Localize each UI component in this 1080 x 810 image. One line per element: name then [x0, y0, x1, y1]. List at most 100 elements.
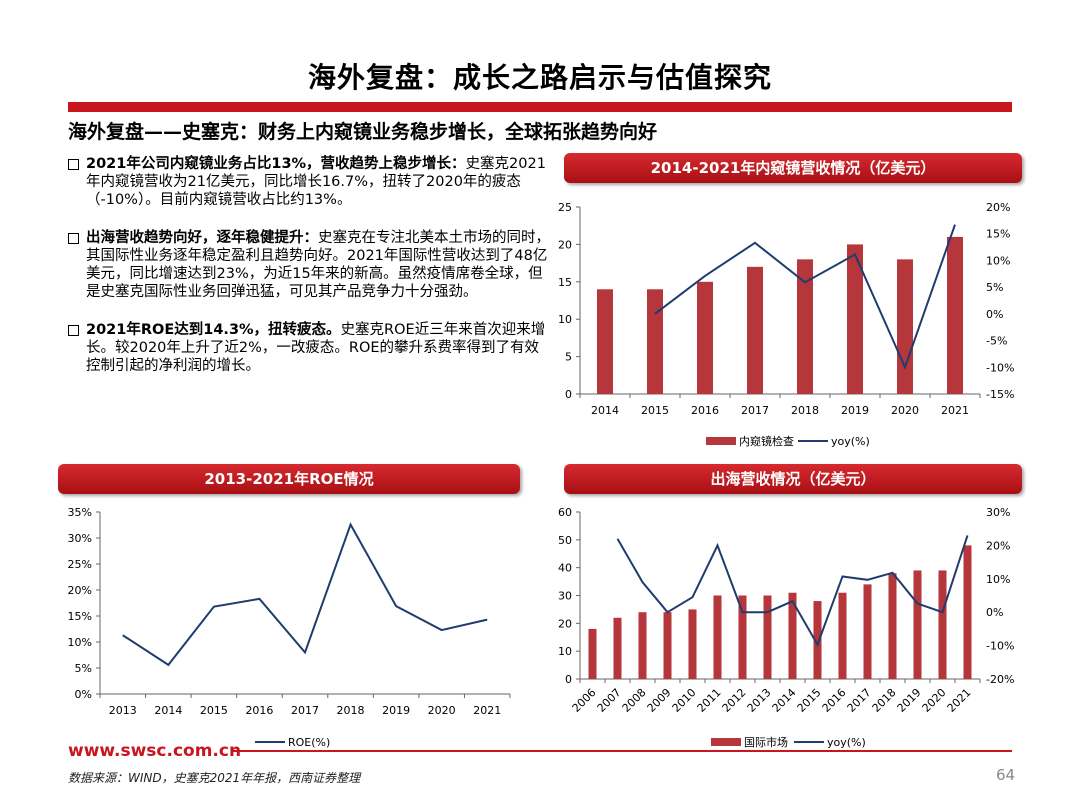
x-tick-label: 2007	[595, 686, 624, 715]
x-tick-label: 2020	[891, 404, 919, 417]
y-tick-label: 20%	[68, 584, 92, 597]
bar	[847, 244, 863, 394]
y2-tick-label: 15%	[986, 228, 1010, 241]
overseas-chart-header: 出海营收情况（亿美元）	[564, 464, 1022, 494]
bar	[638, 612, 647, 679]
bullet-item: 2021年公司内窥镜业务占比13%，营收趋势上稳步增长：史塞克2021年内窥镜营…	[68, 155, 550, 209]
y-tick-label: 30%	[68, 532, 92, 545]
bar	[747, 266, 763, 394]
bar	[913, 570, 922, 679]
x-tick-label: 2013	[745, 686, 774, 715]
x-tick-label: 2017	[741, 404, 769, 417]
y-tick-label: 0%	[75, 688, 92, 701]
title-divider	[68, 102, 1012, 112]
bar	[697, 281, 713, 394]
roe-chart: 0% 5% 10% 15% 20% 25% 30% 35% 2013 2014 2015 2016 20…	[68, 506, 511, 749]
y2-tick-label: 10%	[986, 573, 1010, 586]
bullet-item: 出海营收趋势向好，逐年稳健提升：史塞克在专注北美本土市场的同时，其国际性业务逐年…	[68, 229, 550, 301]
bar	[888, 573, 897, 679]
bar	[897, 259, 913, 394]
x-tick-label: 2016	[691, 404, 719, 417]
x-tick-label: 2016	[820, 686, 849, 715]
series-line	[654, 224, 956, 370]
y-tick-label: 0	[565, 388, 572, 401]
y2-tick-label: 20%	[986, 539, 1010, 552]
x-tick-label: 2016	[245, 704, 273, 717]
bar	[788, 592, 797, 679]
y2-tick-label: -15%	[986, 388, 1014, 401]
y2-tick-label: 20%	[986, 201, 1010, 214]
bar	[797, 259, 813, 394]
page-subtitle: 海外复盘——史塞克：财务上内窥镜业务稳步增长，全球拓张趋势向好	[68, 121, 658, 143]
legend-label: ROE(%)	[288, 736, 330, 749]
y-tick-label: 10%	[68, 636, 92, 649]
bar	[713, 595, 722, 679]
bar	[838, 592, 847, 679]
x-tick-label: 2020	[428, 704, 456, 717]
x-tick-label: 2021	[945, 686, 974, 715]
y-tick-label: 30	[558, 590, 572, 603]
legend-label: 内窥镜检查	[739, 434, 794, 448]
series-line	[122, 522, 488, 667]
y2-tick-label: -20%	[986, 673, 1014, 686]
y2-tick-label: 0%	[986, 606, 1003, 619]
x-tick-label: 2017	[291, 704, 319, 717]
bullet-text: 史塞克ROE近三年来首次迎来增长。较2020年上升了近2%，一改疲态。ROE的攀…	[86, 322, 546, 374]
y2-tick-label: 30%	[986, 506, 1010, 519]
y2-tick-label: 0%	[986, 308, 1003, 321]
y-tick-label: 25	[558, 201, 572, 214]
bar	[688, 609, 697, 679]
bar	[963, 545, 972, 679]
legend-bar-swatch	[706, 437, 736, 445]
y-tick-label: 60	[558, 506, 572, 519]
x-tick-label: 2006	[570, 686, 599, 715]
x-tick-label: 2018	[870, 686, 899, 715]
bullet-text: 史塞克2021年内窥镜营收为21亿美元，同比增长16.7%，扭转了2020年的疲…	[86, 156, 546, 208]
y-tick-label: 50	[558, 534, 572, 547]
overseas-revenue-chart: 0 10 20 30 40 50 60 -20% -10% 0% 10% 20% 30% 20062007…	[558, 506, 1014, 749]
bar	[813, 601, 822, 679]
x-tick-label: 2021	[473, 704, 501, 717]
bar	[588, 628, 597, 679]
bullet-heading: 出海营收趋势向好，逐年稳健提升：	[86, 230, 318, 246]
footer-url[interactable]: www.swsc.com.cn	[68, 741, 242, 761]
bar	[663, 612, 672, 679]
y2-tick-label: -10%	[986, 361, 1014, 374]
y2-tick-label: 10%	[986, 254, 1010, 267]
bar	[763, 595, 772, 679]
y2-tick-label: 5%	[986, 281, 1003, 294]
y-tick-label: 20	[558, 617, 572, 630]
bullet-text: 史塞克在专注北美本土市场的同时，其国际性业务逐年稳定盈利且趋势向好。2021年国…	[86, 230, 550, 300]
y-tick-label: 35%	[68, 506, 92, 519]
x-tick-label: 2015	[795, 686, 824, 715]
x-tick-label: 2011	[695, 686, 724, 715]
y-tick-label: 5%	[75, 662, 92, 675]
bullet-heading: 2021年ROE达到14.3%，扭转疲态。	[86, 322, 341, 338]
y-tick-label: 15%	[68, 610, 92, 623]
y-tick-label: 10	[558, 645, 572, 658]
footer-divider	[232, 750, 1012, 752]
legend-label: yoy(%)	[827, 736, 866, 749]
legend-bar-swatch	[711, 738, 741, 746]
y-tick-label: 25%	[68, 558, 92, 571]
bar	[597, 289, 613, 394]
x-tick-label: 2018	[791, 404, 819, 417]
x-tick-label: 2014	[591, 404, 619, 417]
bar	[647, 289, 663, 394]
x-tick-label: 2018	[337, 704, 365, 717]
x-tick-label: 2012	[720, 686, 749, 715]
x-tick-label: 2009	[645, 686, 674, 715]
x-tick-label: 2010	[670, 686, 699, 715]
x-tick-label: 2013	[109, 704, 137, 717]
bar	[613, 617, 622, 679]
x-tick-label: 2014	[770, 686, 799, 715]
x-tick-label: 2020	[920, 686, 949, 715]
checkbox-bullet-icon	[68, 325, 79, 336]
footer-source: 数据来源：WIND，史塞克2021年年报，西南证券整理	[68, 771, 361, 785]
y-tick-label: 40	[558, 562, 572, 575]
x-tick-label: 2017	[845, 686, 874, 715]
y-tick-label: 5	[565, 351, 572, 364]
endoscope-chart-header: 2014-2021年内窥镜营收情况（亿美元）	[564, 153, 1022, 183]
page-number: 64	[996, 766, 1016, 784]
x-tick-label: 2008	[620, 686, 649, 715]
